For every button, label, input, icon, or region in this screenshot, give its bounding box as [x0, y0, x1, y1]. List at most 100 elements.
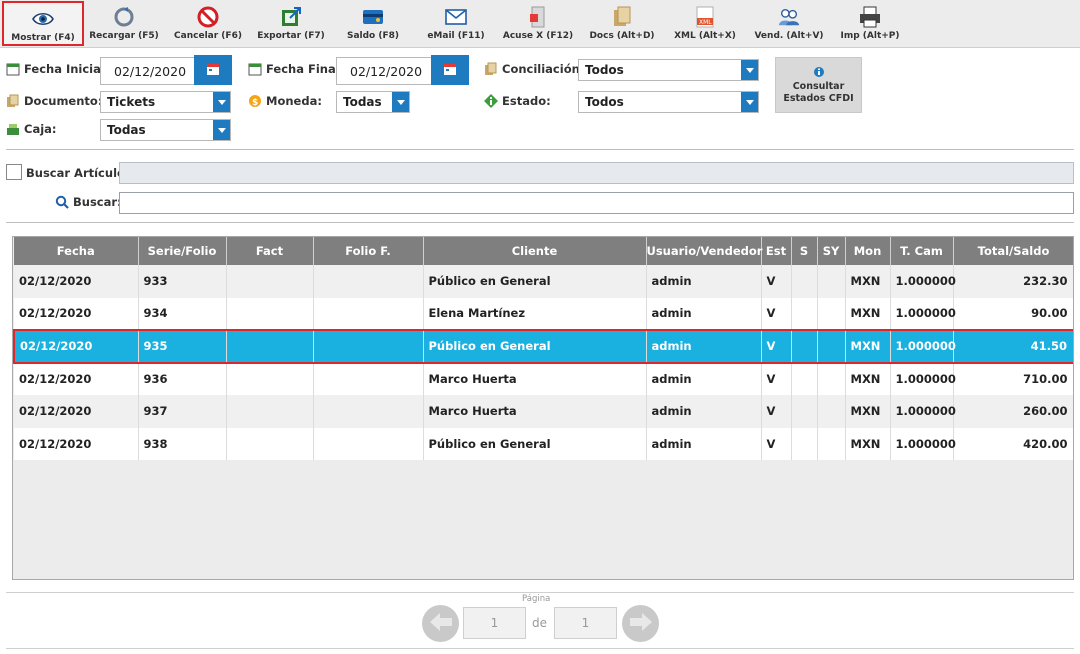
cell-total-saldo: 260.00: [953, 395, 1073, 428]
cell-est: V: [761, 265, 792, 298]
cell-t-cam: 1.000000: [890, 362, 956, 395]
cell-est: V: [761, 395, 792, 428]
saldo-label: Saldo (F8): [346, 31, 400, 41]
exportar-label: Exportar (F7): [257, 31, 325, 41]
cell-folio-f: [313, 395, 424, 428]
svg-text:$: $: [252, 98, 258, 108]
vendedor-button[interactable]: Vend. (Alt+V): [751, 1, 827, 46]
cell-sy: [817, 265, 846, 298]
fecha-inicial-label: Fecha Inicial:: [6, 62, 109, 76]
cell-est: V: [761, 297, 792, 330]
coin-icon: $: [248, 94, 262, 108]
cell-folio-f: [313, 427, 424, 460]
fecha-inicial-field[interactable]: 02/12/2020: [100, 57, 196, 85]
cell-total-saldo: 710.00: [953, 362, 1073, 395]
moneda-select[interactable]: Todas: [336, 91, 410, 113]
info-icon: [813, 66, 825, 81]
estado-label: Estado:: [484, 94, 551, 108]
caja-label: Caja:: [6, 122, 57, 136]
table-row[interactable]: 02/12/2020 938 Público en General admin V MXN…: [14, 427, 1073, 460]
search-input[interactable]: [119, 192, 1074, 214]
table-row[interactable]: 02/12/2020 935 Público en General admin V MXN…: [13, 329, 1073, 364]
chevron-down-icon[interactable]: [213, 92, 230, 112]
toolbar: Mostrar (F4) Recargar (F5) Cancelar (F6)…: [0, 0, 1080, 48]
envelope-icon: [445, 6, 467, 28]
divider: [6, 149, 1074, 150]
cell-sy: [817, 427, 846, 460]
divider: [6, 648, 1074, 649]
cancelar-button[interactable]: Cancelar (F6): [172, 1, 244, 46]
documents-icon: [6, 94, 20, 108]
current-page-field[interactable]: 1: [463, 607, 526, 639]
cell-t-cam: 1.000000: [890, 395, 956, 428]
table-row[interactable]: 02/12/2020 937 Marco Huerta admin V MXN 1.0000…: [14, 395, 1073, 428]
column-header-usuario-vendedor[interactable]: Usuario/Vendedor: [646, 237, 762, 265]
cell-mon: MXN: [845, 265, 891, 298]
column-header-fact[interactable]: Fact: [226, 237, 314, 265]
buscar-articulo-input: [119, 162, 1074, 184]
xml-button[interactable]: XML XML (Alt+X): [669, 1, 741, 46]
fecha-inicial-calendar-button[interactable]: [194, 55, 232, 85]
column-header-sy[interactable]: SY: [817, 237, 846, 265]
estado-select[interactable]: Todos: [578, 91, 759, 113]
cell-serie-folio: 935: [138, 329, 227, 364]
cell-fact: [226, 297, 314, 330]
cell-sy: [817, 329, 846, 364]
mostrar-button[interactable]: Mostrar (F4): [2, 1, 84, 46]
cell-sy: [817, 362, 846, 395]
table-row[interactable]: 02/12/2020 933 Público en General admin V MXN…: [14, 265, 1073, 298]
vendedor-label: Vend. (Alt+V): [754, 31, 824, 41]
email-label: eMail (F11): [427, 31, 485, 41]
chevron-down-icon[interactable]: [741, 60, 758, 80]
documento-select[interactable]: Tickets: [100, 91, 231, 113]
eye-icon: [32, 8, 54, 30]
column-header-total-saldo[interactable]: Total/Saldo: [953, 237, 1073, 265]
cash-register-icon: [6, 122, 20, 136]
cell-s: [791, 265, 818, 298]
cell-t-cam: 1.000000: [890, 265, 956, 298]
divider: [6, 222, 1074, 223]
reload-icon: [113, 6, 135, 28]
table-row[interactable]: 02/12/2020 934 Elena Martínez admin V MXN 1.00…: [14, 297, 1073, 330]
column-header-t-cam[interactable]: T. Cam: [890, 237, 954, 265]
cell-total-saldo: 90.00: [953, 297, 1073, 330]
cell-usuario: admin: [646, 297, 762, 330]
exportar-button[interactable]: Exportar (F7): [255, 1, 327, 46]
fecha-final-field[interactable]: 02/12/2020: [336, 57, 432, 85]
page-of-label: de: [532, 616, 547, 630]
next-page-button[interactable]: [622, 605, 659, 642]
previous-page-button[interactable]: [422, 605, 459, 642]
caja-select[interactable]: Todas: [100, 119, 231, 141]
column-header-est[interactable]: Est: [761, 237, 792, 265]
column-header-s[interactable]: S: [791, 237, 818, 265]
column-header-cliente[interactable]: Cliente: [423, 237, 647, 265]
conciliacion-select[interactable]: Todos: [578, 59, 759, 81]
consultar-estados-cfdi-button[interactable]: Consultar Estados CFDI: [775, 57, 862, 113]
recargar-label: Recargar (F5): [89, 31, 159, 41]
cell-fecha: 02/12/2020: [14, 395, 139, 428]
chevron-down-icon[interactable]: [741, 92, 758, 112]
column-header-fecha[interactable]: Fecha: [14, 237, 139, 265]
buscar-articulo-checkbox[interactable]: [6, 164, 22, 180]
cell-fecha: 02/12/2020: [14, 427, 139, 460]
saldo-button[interactable]: Saldo (F8): [337, 1, 409, 46]
table-row[interactable]: 02/12/2020 936 Marco Huerta admin V MXN 1.0000…: [14, 362, 1073, 395]
moneda-label: $ Moneda:: [248, 94, 322, 108]
docs-button[interactable]: Docs (Alt+D): [586, 1, 658, 46]
xml-label: XML (Alt+X): [674, 31, 736, 41]
imprimir-button[interactable]: Imp (Alt+P): [834, 1, 906, 46]
fecha-final-calendar-button[interactable]: [431, 55, 469, 85]
cell-mon: MXN: [845, 329, 891, 364]
acuse-label: Acuse X (F12): [502, 31, 574, 41]
cell-serie-folio: 933: [138, 265, 227, 298]
cell-usuario: admin: [646, 395, 762, 428]
recargar-button[interactable]: Recargar (F5): [88, 1, 160, 46]
column-header-folio-f[interactable]: Folio F.: [313, 237, 424, 265]
column-header-serie-folio[interactable]: Serie/Folio: [138, 237, 227, 265]
cell-folio-f: [313, 362, 424, 395]
acuse-button[interactable]: Acuse X (F12): [502, 1, 574, 46]
email-button[interactable]: eMail (F11): [420, 1, 492, 46]
chevron-down-icon[interactable]: [392, 92, 409, 112]
column-header-mon[interactable]: Mon: [845, 237, 891, 265]
chevron-down-icon[interactable]: [213, 120, 230, 140]
